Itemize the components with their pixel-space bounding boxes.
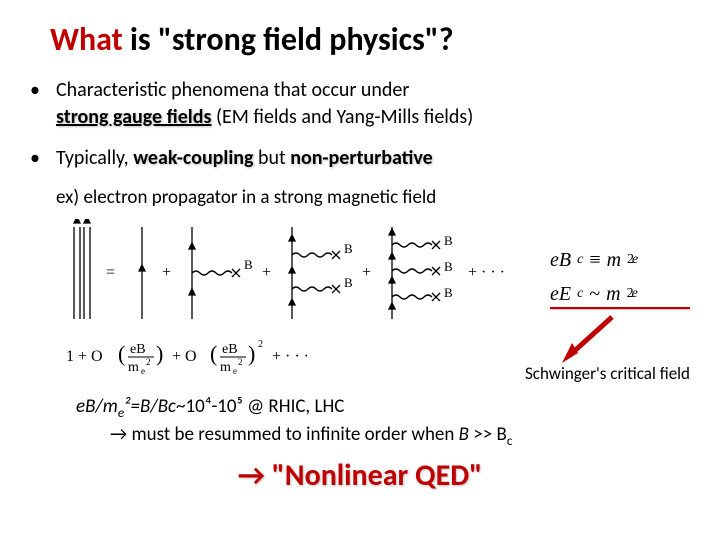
diagram-zone: = + B + B B [56,213,690,393]
slide-title: What is "strong field physics"? [50,20,690,59]
svg-text:(: ( [210,341,217,366]
svg-text:m: m [220,360,231,375]
title-rest: is "strong field physics"? [123,20,454,59]
bullet-2-mid: but [253,146,290,170]
bullet-1-text: Characteristic phenomena that occur unde… [56,77,690,131]
bullet-2-pre: Typically, [56,146,133,170]
weak-coupling: weak-coupling [133,146,253,170]
svg-text:eB: eB [222,342,238,357]
svg-text:B: B [344,241,353,256]
resummed-line: → must be resummed to infinite order whe… [110,423,690,449]
svg-text:m: m [128,360,139,375]
svg-text:2: 2 [258,339,263,350]
title-what: What [50,20,123,59]
svg-text:+ O: + O [172,348,197,365]
svg-text:=: = [106,264,115,281]
non-perturbative: non-perturbative [290,146,433,170]
critical-field-equations: eBc ≡ m2e eEc ~ m2e [550,243,690,310]
feynman-diagram: = + B + B B [66,219,526,329]
red-arrow-icon [560,313,620,363]
bullet-2: • Typically, weak-coupling but non-pertu… [30,145,690,172]
svg-text:1 + O: 1 + O [66,348,103,365]
svg-text:): ) [156,341,163,366]
svg-text:e: e [141,366,145,376]
svg-text:+ · · ·: + · · · [272,348,309,365]
svg-text:B: B [344,275,353,290]
svg-text:+: + [262,264,271,281]
series-expansion: 1 + O ( eB m e 2 ) + O ( eB m e 2 ) 2 + … [66,333,446,379]
svg-text:B: B [244,257,253,272]
strong-gauge-fields: strong gauge fields [56,105,211,129]
bullet-mark: • [30,77,56,131]
bullet-1-paren: (EM fields and Yang-Mills fields) [211,105,473,129]
bullet-1: • Characteristic phenomena that occur un… [30,77,690,131]
svg-text:+: + [162,264,171,281]
schwinger-label: Schwinger's critical field [525,363,690,384]
svg-text:): ) [248,341,255,366]
svg-text:B: B [444,233,453,248]
svg-text:(: ( [118,341,125,366]
feynman-trailing: + · · · [468,264,505,281]
svg-text:2: 2 [238,357,243,367]
bullet-1-line1: Characteristic phenomena that occur unde… [56,78,409,102]
svg-text:2: 2 [146,357,151,367]
svg-text:B: B [444,285,453,300]
svg-text:B: B [444,259,453,274]
svg-text:e: e [233,366,237,376]
bullet-mark: • [30,145,56,172]
bullet-2-text: Typically, weak-coupling but non-perturb… [56,145,690,172]
nonlinear-qed: → "Nonlinear QED" [30,457,690,494]
eB-ratio-line: eB/me²=B/Bc~10⁴-10⁵ @ RHIC, LHC [76,395,690,421]
example-line: ex) electron propagator in a strong magn… [56,186,690,209]
svg-text:+: + [362,264,371,281]
svg-text:eB: eB [130,342,146,357]
